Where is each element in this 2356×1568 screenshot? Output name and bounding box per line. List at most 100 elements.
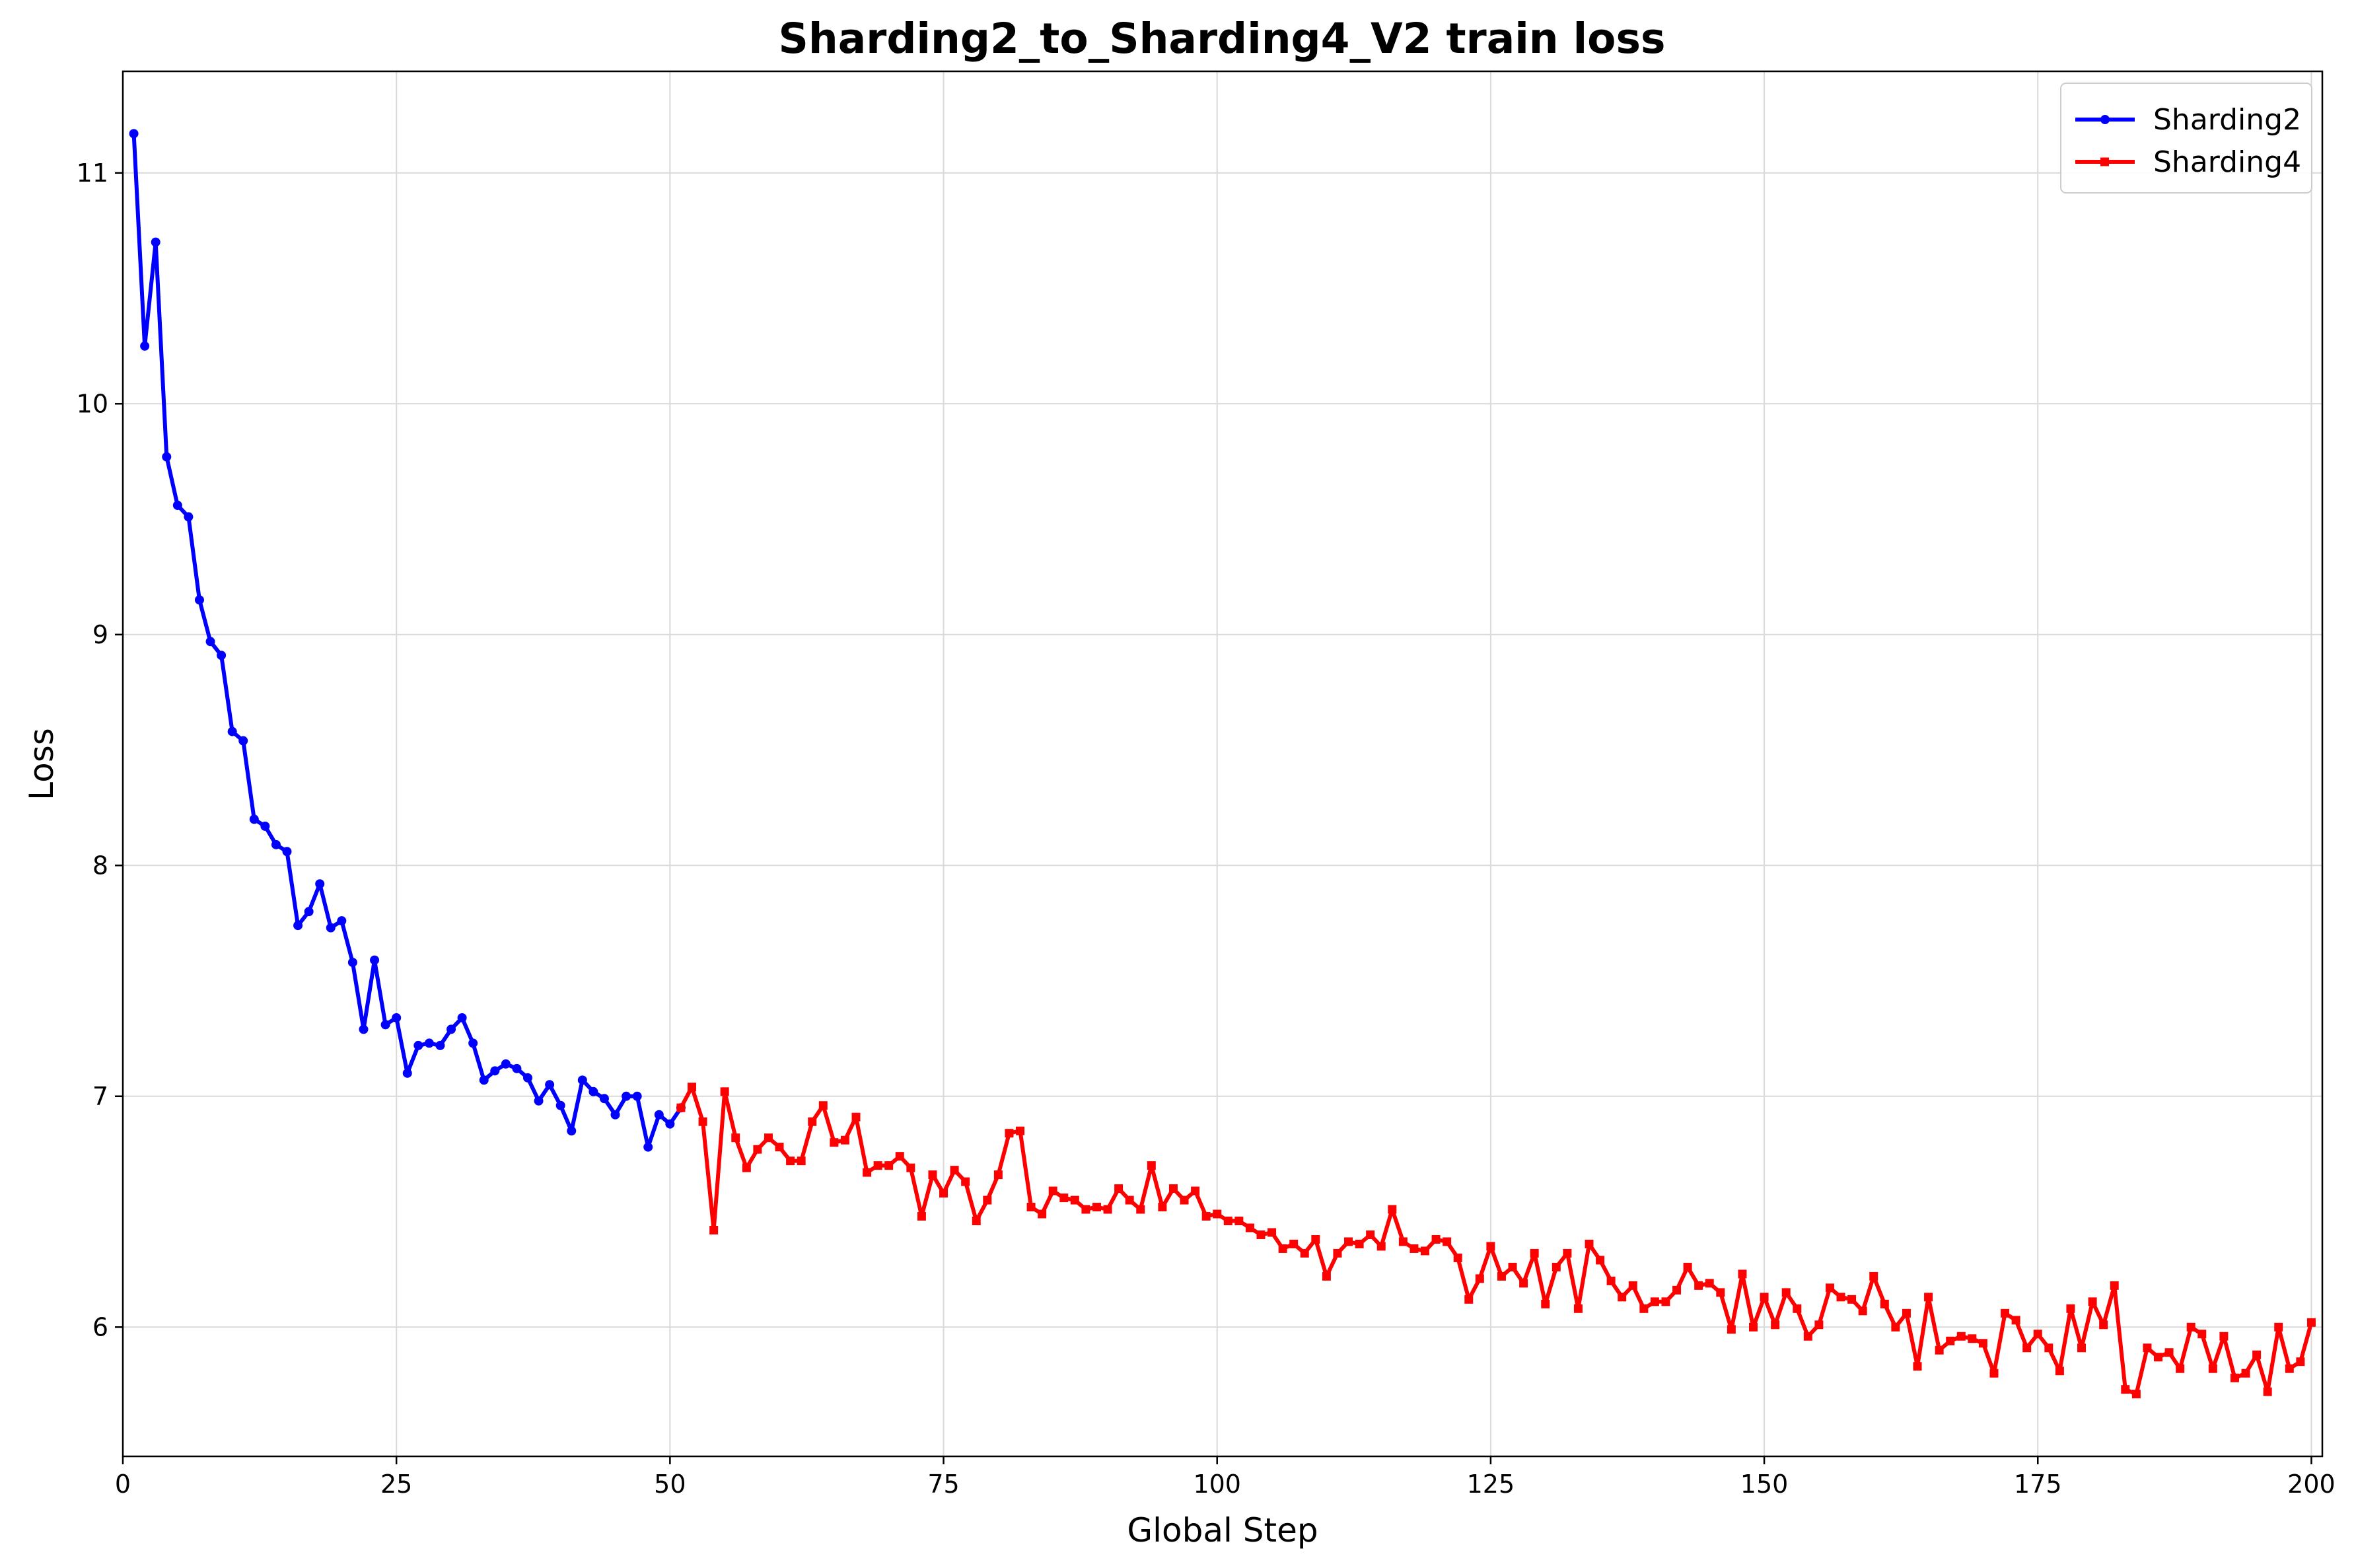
data-point-sharding4: [1956, 1332, 1966, 1341]
data-point-sharding4: [1814, 1320, 1824, 1330]
data-point-sharding4: [1453, 1253, 1462, 1262]
data-point-sharding4: [1683, 1262, 1692, 1271]
x-tick-label: 25: [380, 1470, 412, 1499]
data-point-sharding2: [293, 921, 303, 931]
data-point-sharding4: [939, 1189, 948, 1198]
data-point-sharding4: [1771, 1320, 1780, 1330]
data-point-sharding4: [2296, 1357, 2305, 1367]
data-point-sharding4: [1410, 1244, 1419, 1253]
data-point-sharding4: [1749, 1322, 1758, 1332]
data-point-sharding4: [1376, 1242, 1386, 1251]
x-tick-label: 175: [2014, 1470, 2062, 1499]
data-point-sharding2: [337, 916, 347, 926]
data-point-sharding4: [2186, 1322, 2195, 1332]
data-point-sharding2: [271, 839, 281, 849]
data-point-sharding4: [1092, 1203, 1101, 1212]
data-point-sharding2: [205, 637, 215, 647]
data-point-sharding4: [1344, 1237, 1353, 1246]
data-point-sharding4: [1760, 1293, 1769, 1302]
data-point-sharding4: [1114, 1184, 1124, 1194]
data-point-sharding4: [1125, 1195, 1134, 1205]
data-point-sharding4: [1289, 1239, 1299, 1248]
data-point-sharding2: [217, 651, 227, 660]
data-point-sharding4: [808, 1117, 817, 1126]
data-point-sharding4: [1366, 1230, 1375, 1239]
data-point-sharding4: [1618, 1293, 1627, 1302]
data-point-sharding2: [457, 1013, 467, 1022]
data-point-sharding4: [1201, 1212, 1211, 1221]
data-point-sharding4: [1443, 1237, 1452, 1246]
data-point-sharding2: [577, 1075, 587, 1085]
data-point-sharding4: [1081, 1205, 1090, 1214]
data-point-sharding4: [2131, 1390, 2141, 1399]
legend-label-sharding2: Sharding2: [2153, 103, 2301, 137]
data-point-sharding4: [2143, 1343, 2152, 1353]
data-point-sharding2: [567, 1126, 577, 1136]
x-tick-label: 100: [1193, 1470, 1241, 1499]
data-point-sharding4: [1223, 1217, 1232, 1226]
data-point-sharding2: [392, 1013, 402, 1022]
data-point-sharding4: [1256, 1230, 1266, 1239]
data-point-sharding2: [315, 879, 325, 889]
y-tick-label: 6: [92, 1312, 108, 1341]
x-tick-label: 200: [2287, 1470, 2336, 1499]
data-point-sharding4: [1180, 1195, 1189, 1205]
data-point-sharding4: [2121, 1385, 2130, 1394]
data-point-sharding4: [2066, 1304, 2075, 1313]
data-point-sharding4: [1672, 1285, 1682, 1295]
data-point-sharding2: [622, 1091, 631, 1101]
data-point-sharding4: [1716, 1288, 1725, 1297]
data-point-sharding4: [797, 1157, 806, 1166]
data-point-sharding4: [731, 1133, 740, 1143]
data-point-sharding2: [479, 1075, 489, 1085]
data-point-sharding4: [2176, 1364, 2185, 1373]
data-point-sharding2: [194, 595, 204, 605]
data-point-sharding4: [1136, 1205, 1145, 1214]
data-point-sharding4: [1902, 1308, 1911, 1318]
data-point-sharding4: [1300, 1248, 1309, 1258]
data-point-sharding4: [917, 1212, 926, 1221]
data-point-sharding2: [249, 814, 259, 824]
data-point-sharding4: [1650, 1297, 1659, 1306]
data-point-sharding4: [1793, 1304, 1802, 1313]
y-tick-label: 7: [92, 1082, 108, 1111]
data-point-sharding2: [643, 1142, 653, 1152]
data-point-sharding4: [1552, 1262, 1561, 1271]
data-point-sharding4: [1541, 1299, 1550, 1308]
data-point-sharding4: [1596, 1256, 1605, 1265]
data-point-sharding2: [490, 1066, 500, 1076]
data-point-sharding4: [1016, 1126, 1025, 1135]
data-point-sharding4: [2241, 1369, 2250, 1378]
data-point-sharding4: [1311, 1234, 1320, 1244]
data-point-sharding4: [687, 1083, 696, 1092]
y-tick-label: 8: [92, 851, 108, 880]
data-point-sharding4: [1245, 1223, 1254, 1232]
data-point-sharding4: [1147, 1161, 1156, 1170]
data-point-sharding4: [1661, 1297, 1670, 1306]
data-point-sharding2: [370, 955, 380, 965]
data-point-sharding4: [1978, 1339, 1987, 1348]
y-axis-label: Loss: [22, 728, 61, 801]
data-point-sharding4: [928, 1170, 937, 1180]
data-point-sharding4: [1727, 1325, 1736, 1334]
data-point-sharding4: [1946, 1336, 1955, 1345]
data-point-sharding4: [1267, 1228, 1277, 1237]
legend: Sharding2 Sharding4: [2060, 83, 2312, 194]
data-point-sharding4: [720, 1087, 729, 1096]
data-point-sharding4: [895, 1152, 904, 1161]
data-point-sharding2: [347, 958, 357, 968]
data-point-sharding2: [162, 452, 172, 462]
data-point-sharding4: [1103, 1205, 1112, 1214]
y-tick-label: 10: [77, 389, 108, 418]
data-point-sharding4: [2001, 1308, 2010, 1318]
data-point-sharding4: [1048, 1186, 1057, 1195]
legend-marker-sharding2: [2100, 115, 2110, 124]
data-point-sharding4: [2033, 1330, 2042, 1339]
x-tick-label: 0: [115, 1470, 131, 1499]
data-point-sharding2: [632, 1091, 642, 1101]
data-point-sharding2: [589, 1087, 598, 1096]
data-point-sharding2: [534, 1096, 544, 1106]
data-point-sharding4: [2230, 1373, 2239, 1382]
data-point-sharding4: [1705, 1279, 1714, 1288]
